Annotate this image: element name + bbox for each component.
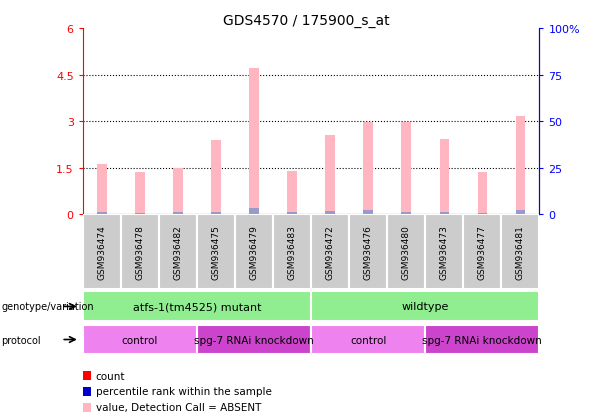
Bar	[249, 69, 259, 215]
Bar	[197, 325, 311, 354]
Text: GSM936481: GSM936481	[516, 225, 525, 279]
Text: spg-7 RNAi knockdown: spg-7 RNAi knockdown	[194, 335, 314, 345]
Bar	[97, 213, 107, 215]
Bar	[121, 215, 159, 289]
Bar	[249, 209, 259, 215]
Text: GSM936483: GSM936483	[287, 225, 297, 279]
Text: GSM936476: GSM936476	[364, 225, 373, 279]
Bar	[402, 122, 411, 215]
Bar	[135, 214, 145, 215]
Bar	[326, 136, 335, 215]
Text: GSM936479: GSM936479	[249, 225, 259, 279]
Bar	[287, 171, 297, 215]
Text: GSM936477: GSM936477	[478, 225, 487, 279]
Text: GSM936472: GSM936472	[326, 225, 335, 279]
Text: count: count	[96, 371, 125, 381]
Text: value, Detection Call = ABSENT: value, Detection Call = ABSENT	[96, 402, 261, 412]
Bar	[349, 215, 387, 289]
Bar	[501, 215, 539, 289]
Text: GSM936473: GSM936473	[440, 225, 449, 279]
Bar	[235, 215, 273, 289]
Bar	[425, 325, 539, 354]
Bar	[478, 214, 487, 215]
Bar	[83, 215, 121, 289]
Bar	[211, 140, 221, 215]
Bar	[311, 292, 539, 322]
Bar	[463, 215, 501, 289]
Text: control: control	[121, 335, 158, 345]
Bar	[440, 140, 449, 215]
Bar	[440, 213, 449, 215]
Text: GSM936475: GSM936475	[211, 225, 221, 279]
Bar	[273, 215, 311, 289]
Text: GSM936480: GSM936480	[402, 225, 411, 279]
Bar	[83, 325, 197, 354]
Text: wildtype: wildtype	[402, 301, 449, 312]
Bar	[478, 173, 487, 215]
Bar	[83, 292, 311, 322]
Text: control: control	[350, 335, 386, 345]
Text: GDS4570 / 175900_s_at: GDS4570 / 175900_s_at	[223, 14, 390, 28]
Bar	[211, 212, 221, 215]
Text: GSM936482: GSM936482	[173, 225, 183, 279]
Bar	[364, 122, 373, 215]
Bar	[311, 325, 425, 354]
Bar	[197, 215, 235, 289]
Text: protocol: protocol	[1, 335, 41, 345]
Bar	[402, 213, 411, 215]
Text: GSM936478: GSM936478	[135, 225, 144, 279]
Bar	[387, 215, 425, 289]
Bar	[287, 212, 297, 215]
Bar	[173, 213, 183, 215]
Bar	[173, 169, 183, 215]
Bar	[326, 211, 335, 215]
Bar	[97, 165, 107, 215]
Text: percentile rank within the sample: percentile rank within the sample	[96, 387, 272, 396]
Bar	[159, 215, 197, 289]
Bar	[516, 116, 525, 215]
Bar	[135, 173, 145, 215]
Text: atfs-1(tm4525) mutant: atfs-1(tm4525) mutant	[132, 301, 261, 312]
Bar	[425, 215, 463, 289]
Text: spg-7 RNAi knockdown: spg-7 RNAi knockdown	[422, 335, 543, 345]
Text: genotype/variation: genotype/variation	[1, 301, 94, 312]
Bar	[516, 211, 525, 215]
Bar	[311, 215, 349, 289]
Text: GSM936474: GSM936474	[97, 225, 106, 279]
Bar	[364, 211, 373, 215]
